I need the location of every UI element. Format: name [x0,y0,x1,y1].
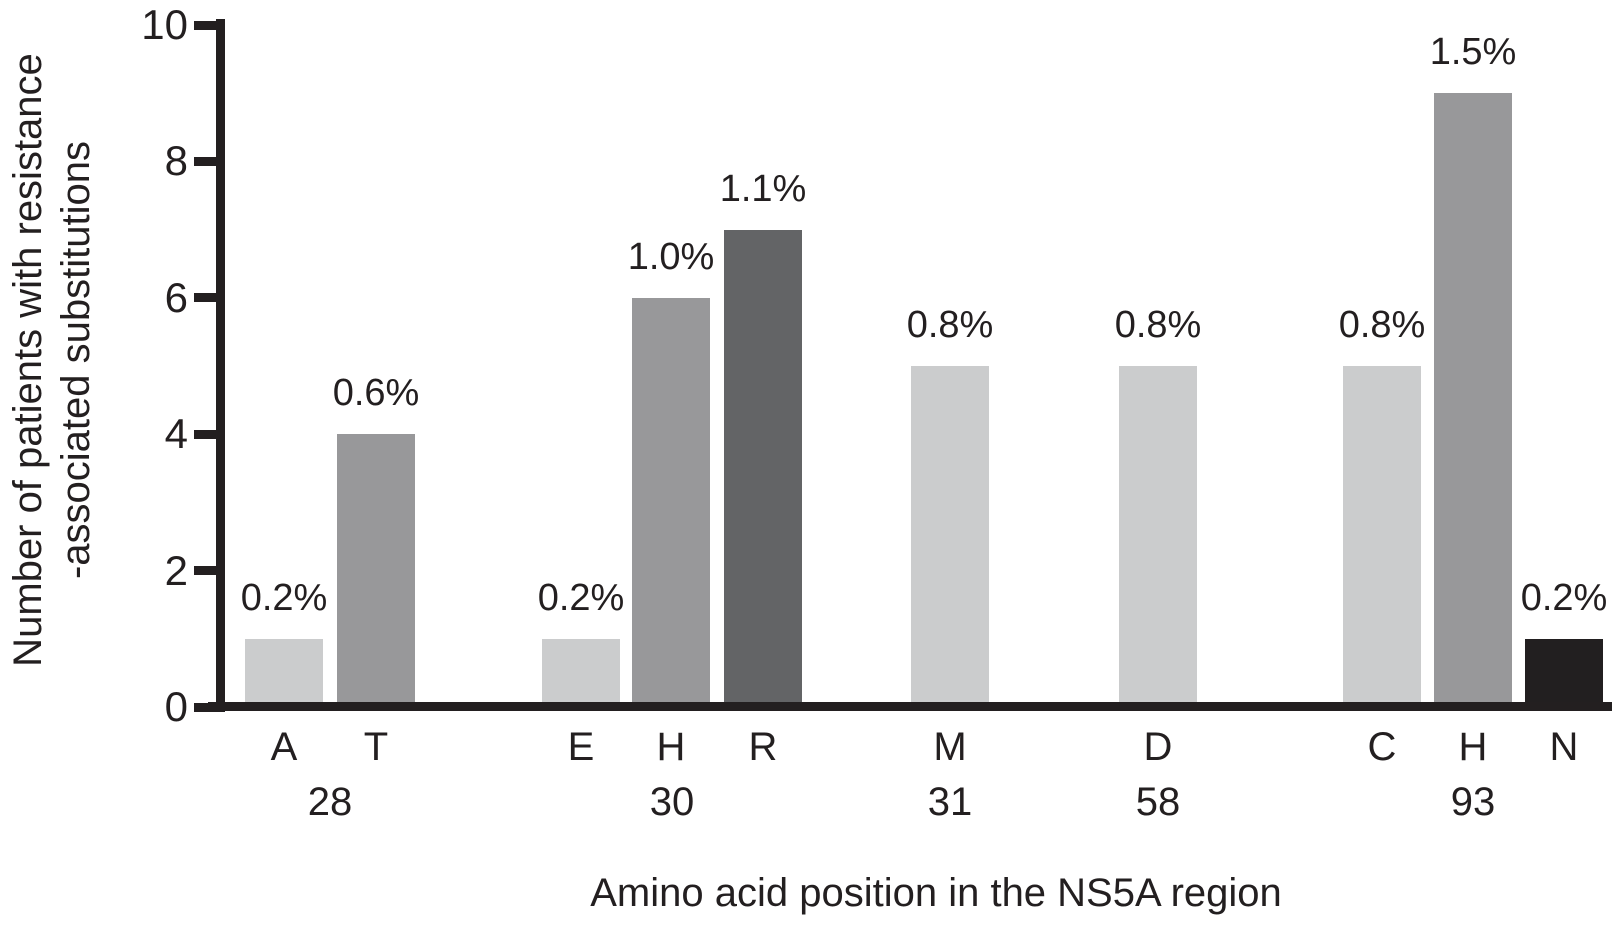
bar-percent-label: 0.6% [332,372,420,415]
position-label-93: 93 [1450,780,1496,824]
bar-D58 [1119,366,1197,707]
bar-percent-label: 0.8% [906,304,994,346]
bar-M31 [911,366,989,707]
substitution-label: R [748,725,778,769]
substitution-label: M [933,725,967,769]
y-tick-label: 4 [164,410,188,458]
bar-percent-label: 1.0% [627,235,715,278]
y-tick-label: 2 [164,546,188,594]
bar-percent-label: 0.2% [1520,576,1608,619]
bar-N93 [1525,638,1603,707]
substitution-label: T [363,725,389,769]
y-axis-title: Number of patients with resistance -asso… [4,50,100,670]
position-label-31: 31 [927,780,973,824]
y-tick-mark [194,702,216,712]
x-axis-title: Amino acid position in the NS5A region [590,871,1282,915]
substitution-label: H [656,725,686,769]
bar-C93 [1343,366,1421,707]
y-axis-line [216,19,225,712]
substitution-label: A [270,725,298,769]
bar-percent-label: 0.2% [537,576,625,619]
y-tick-mark [194,566,216,576]
y-tick-label: 0 [164,683,188,730]
substitution-label: N [1549,725,1579,769]
y-tick-label: 8 [164,137,188,185]
substitution-label: D [1143,725,1173,769]
y-tick-label: 10 [141,1,188,48]
substitution-label: C [1367,725,1397,769]
bar-percent-label: 0.8% [1114,304,1202,346]
bar-R30 [724,229,802,707]
bar-E30 [542,638,620,707]
position-label-58: 58 [1135,780,1181,824]
bar-percent-label: 0.8% [1338,304,1426,346]
bar-percent-label: 0.2% [240,576,328,619]
x-axis-line [208,702,1612,711]
bar-percent-label: 1.5% [1429,31,1517,74]
y-tick-mark [194,429,216,439]
position-label-28: 28 [307,780,353,824]
substitution-label: E [567,725,595,769]
substitution-label: H [1458,725,1488,769]
position-label-30: 30 [649,780,695,824]
y-axis-title-line1: Number of patients with resistance [6,53,50,667]
bar-H93 [1434,93,1512,707]
y-tick-mark [194,293,216,303]
bar-H30 [632,297,710,707]
bar-percent-label: 1.1% [719,167,807,210]
bar-T28 [337,434,415,707]
y-tick-mark [194,20,216,30]
bar-A28 [245,638,323,707]
y-tick-mark [194,156,216,166]
y-tick-label: 6 [164,273,188,321]
